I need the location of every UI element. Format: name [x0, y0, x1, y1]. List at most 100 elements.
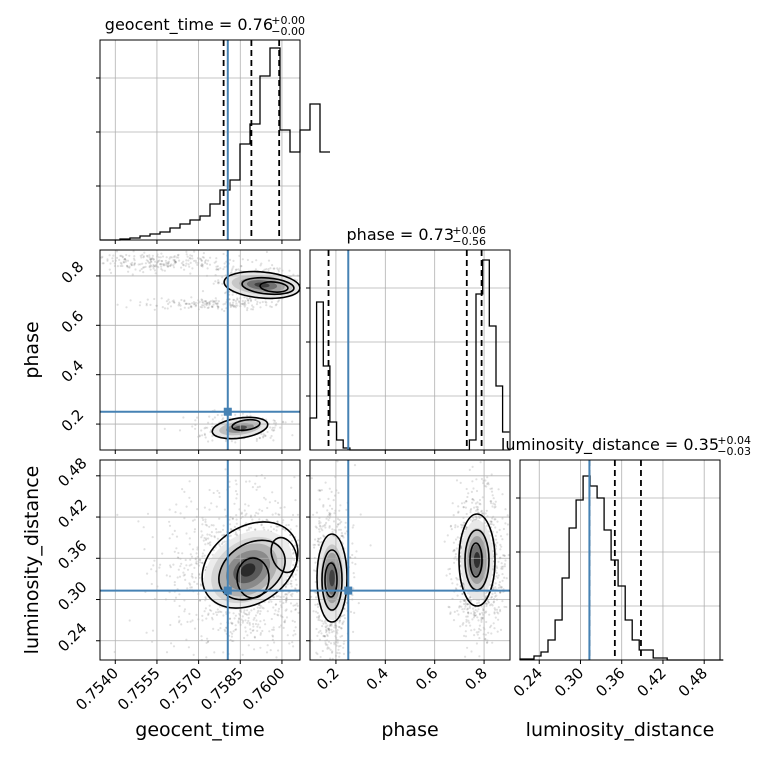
sample-point	[328, 526, 331, 529]
sample-point	[204, 302, 207, 305]
sample-point	[157, 256, 160, 259]
sample-point	[213, 261, 216, 264]
sample-point	[480, 509, 483, 512]
sample-point	[292, 634, 295, 637]
sample-point	[271, 628, 274, 631]
sample-point	[208, 525, 211, 528]
sample-point	[466, 646, 469, 649]
sample-point	[173, 301, 176, 304]
sample-point	[253, 635, 256, 639]
sample-point	[490, 502, 493, 505]
sample-point	[506, 523, 509, 526]
sample-point	[484, 596, 487, 599]
sample-point	[476, 501, 479, 504]
sample-point	[208, 488, 211, 492]
sample-point	[283, 621, 286, 624]
sample-point	[216, 413, 219, 417]
sample-point	[333, 641, 336, 644]
sample-point	[289, 593, 292, 597]
sample-point	[210, 305, 213, 308]
sample-point	[293, 620, 296, 623]
sample-point	[457, 613, 460, 616]
sample-point	[214, 297, 217, 300]
sample-point	[493, 607, 496, 610]
sample-point	[494, 608, 497, 611]
sample-point	[208, 508, 211, 511]
sample-point	[179, 512, 182, 515]
sample-point	[149, 258, 152, 261]
sample-point	[315, 526, 318, 529]
sample-point	[475, 509, 478, 512]
sample-point	[201, 614, 204, 618]
sample-point	[169, 256, 172, 259]
sample-point	[277, 614, 280, 617]
sample-point	[328, 628, 331, 632]
sample-point	[167, 264, 170, 267]
sample-point	[462, 622, 465, 625]
histogram-step	[309, 259, 510, 451]
sample-point	[224, 440, 228, 443]
sample-point	[111, 257, 114, 260]
sample-point	[195, 613, 198, 617]
sample-point	[112, 254, 115, 257]
sample-point	[337, 523, 340, 526]
sample-point	[464, 602, 467, 605]
sample-point	[327, 629, 330, 632]
sample-point	[198, 300, 201, 303]
sample-point	[328, 627, 331, 630]
contour-inner	[259, 281, 289, 293]
sample-point	[253, 608, 256, 611]
sample-point	[249, 297, 252, 300]
sample-point	[282, 595, 285, 598]
sample-point	[292, 552, 295, 555]
panel-frame	[96, 39, 301, 244]
contour-mid	[241, 276, 295, 296]
panel-grid	[310, 460, 510, 660]
sample-point	[328, 513, 331, 516]
sample-point	[175, 503, 178, 506]
sample-point	[265, 304, 268, 307]
sample-point	[130, 263, 133, 266]
sample-point	[194, 419, 197, 422]
sample-point	[162, 262, 165, 266]
sample-point	[499, 585, 502, 588]
sample-point	[278, 267, 281, 270]
sample-point	[276, 525, 279, 528]
sample-point	[485, 602, 488, 605]
sample-point	[464, 635, 468, 638]
sample-point	[499, 591, 502, 594]
sample-point	[495, 594, 498, 597]
sample-point	[149, 303, 152, 306]
sample-point	[246, 309, 249, 312]
sample-point	[249, 414, 252, 417]
sample-point	[294, 604, 297, 607]
panel-frame	[306, 249, 511, 454]
sample-point	[244, 626, 247, 629]
density-level	[329, 569, 335, 587]
sample-point	[316, 611, 319, 615]
sample-point	[225, 626, 228, 629]
sample-point	[497, 606, 500, 609]
sample-point	[173, 301, 176, 304]
sample-point	[168, 508, 171, 511]
sample-point	[331, 530, 334, 534]
sample-point	[200, 530, 203, 533]
truth-marker	[344, 586, 353, 595]
sample-point	[220, 308, 224, 311]
sample-point	[129, 262, 132, 265]
sample-point	[233, 617, 236, 620]
sample-point	[258, 626, 262, 629]
sample-point	[250, 308, 253, 311]
sample-point	[236, 297, 239, 300]
sample-point	[336, 460, 339, 463]
sample-point	[503, 565, 506, 568]
sample-point	[266, 644, 269, 647]
sample-point	[497, 618, 500, 621]
sample-point	[168, 520, 171, 523]
sample-point	[269, 267, 272, 270]
sample-point	[341, 534, 344, 538]
sample-point	[478, 655, 481, 658]
sample-point	[220, 542, 224, 546]
sample-point	[494, 518, 497, 521]
sample-point	[278, 513, 281, 517]
